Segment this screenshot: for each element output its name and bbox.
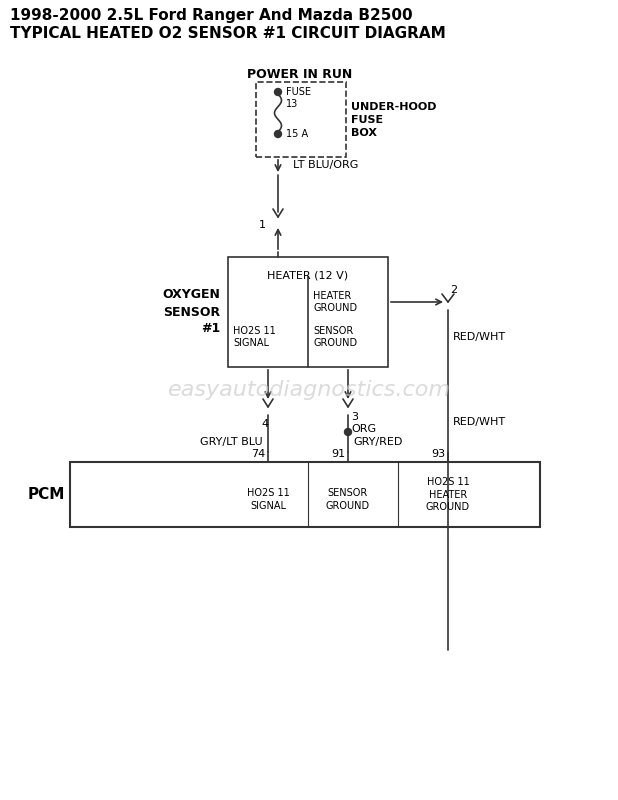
Text: 1998-2000 2.5L Ford Ranger And Mazda B2500: 1998-2000 2.5L Ford Ranger And Mazda B25… [10,8,413,23]
Text: RED/WHT: RED/WHT [453,417,506,427]
Text: GRY/LT BLU: GRY/LT BLU [200,437,263,447]
Text: HEATER
GROUND: HEATER GROUND [313,291,357,313]
Text: UNDER-HOOD
FUSE
BOX: UNDER-HOOD FUSE BOX [351,102,436,138]
Circle shape [274,89,282,95]
Text: PCM: PCM [28,487,65,502]
Text: 74: 74 [251,449,265,459]
Text: SENSOR
GROUND: SENSOR GROUND [313,326,357,348]
Text: SENSOR
GROUND: SENSOR GROUND [326,488,370,510]
Text: 13: 13 [286,99,298,109]
FancyBboxPatch shape [256,82,346,157]
Text: OXYGEN
SENSOR
#1: OXYGEN SENSOR #1 [162,289,220,335]
FancyBboxPatch shape [228,257,388,367]
Text: 3: 3 [351,412,358,422]
Text: RED/WHT: RED/WHT [453,332,506,342]
Text: TYPICAL HEATED O2 SENSOR #1 CIRCUIT DIAGRAM: TYPICAL HEATED O2 SENSOR #1 CIRCUIT DIAG… [10,26,446,41]
Text: HO2S 11
SIGNAL: HO2S 11 SIGNAL [247,488,289,510]
Text: POWER IN RUN: POWER IN RUN [247,68,353,81]
Text: 1: 1 [259,220,266,230]
Text: 15 A: 15 A [286,129,308,139]
Text: easyautodiagnostics.com: easyautodiagnostics.com [167,380,451,400]
Text: GRY/RED: GRY/RED [353,437,402,447]
Circle shape [344,429,352,435]
Text: FUSE: FUSE [286,87,311,97]
Text: 93: 93 [431,449,445,459]
Text: 91: 91 [331,449,345,459]
Circle shape [274,130,282,138]
Text: 2: 2 [450,285,457,295]
Text: HEATER (12 V): HEATER (12 V) [268,271,349,281]
Text: 4: 4 [261,419,269,429]
Text: LT BLU/ORG: LT BLU/ORG [293,160,358,170]
Text: HO2S 11
HEATER
GROUND: HO2S 11 HEATER GROUND [426,477,470,512]
FancyBboxPatch shape [70,462,540,527]
Text: HO2S 11
SIGNAL: HO2S 11 SIGNAL [233,326,276,348]
Text: ORG: ORG [351,424,376,434]
